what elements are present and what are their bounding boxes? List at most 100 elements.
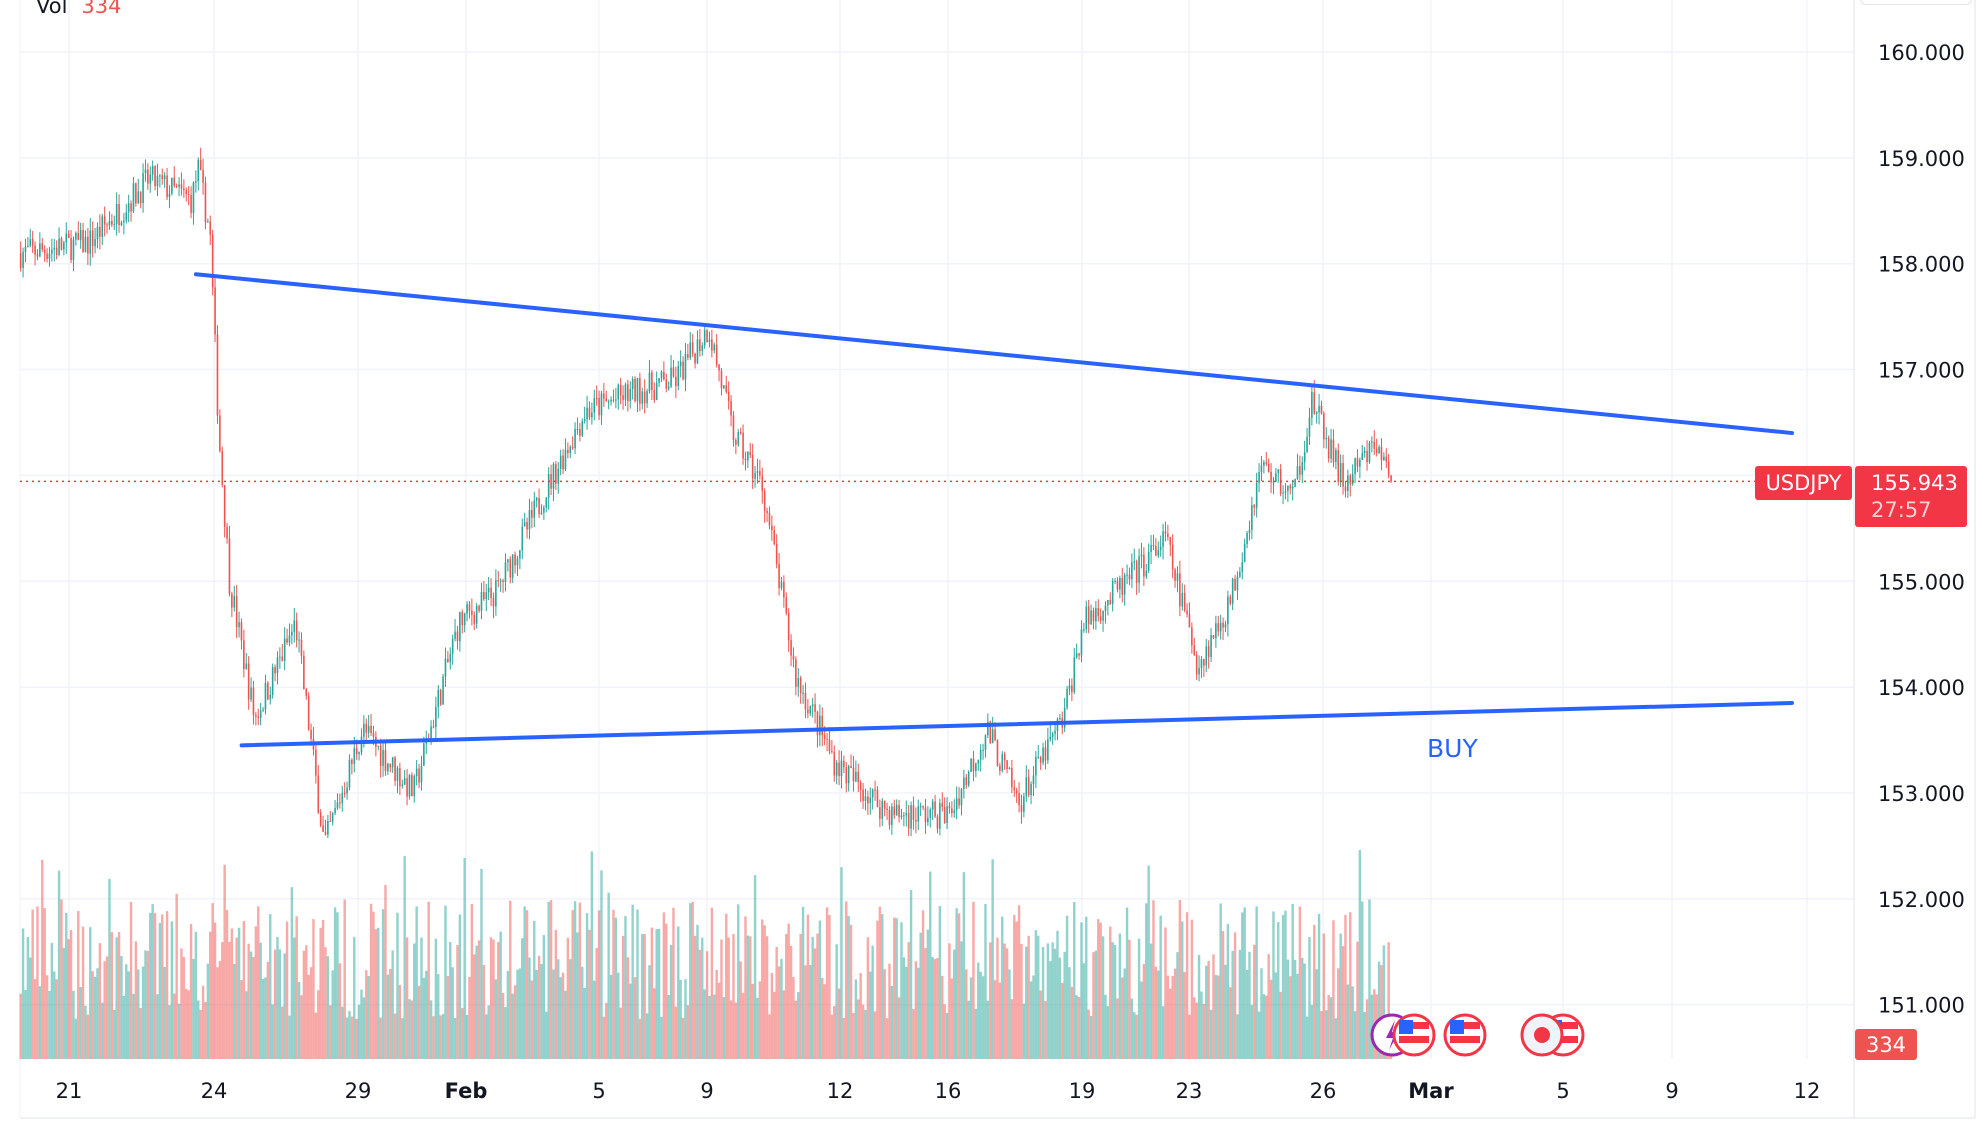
volume-bar: [329, 1005, 332, 1059]
volume-bar: [259, 942, 262, 1059]
candle-body: [1308, 417, 1311, 437]
candle-body: [771, 525, 773, 531]
candle-body: [1371, 441, 1373, 443]
volume-bar: [1085, 916, 1088, 1059]
volume-bar: [120, 956, 123, 1059]
candle-body: [34, 245, 36, 255]
candle-body: [615, 399, 617, 401]
volume-bar: [1094, 950, 1098, 1059]
volume-bar: [938, 906, 942, 1059]
candle-body: [1375, 448, 1378, 453]
volume-bar: [902, 957, 906, 1059]
candle-body: [1246, 533, 1248, 545]
candle-body: [816, 711, 819, 736]
candle-body: [1243, 544, 1246, 563]
candle-body: [1157, 550, 1160, 556]
volume-bar: [1130, 998, 1134, 1059]
volume-bar: [751, 983, 754, 1059]
candle-body: [499, 580, 502, 582]
volume-bar: [45, 975, 49, 1059]
volume-bar: [151, 904, 154, 1059]
candle-body: [1260, 465, 1263, 473]
date-tick-label: 21: [56, 1079, 83, 1103]
candle-body: [1102, 610, 1104, 621]
volume-bar: [31, 909, 34, 1059]
candle-body: [519, 550, 521, 559]
volume-bar: [168, 1005, 171, 1059]
volume-bar: [768, 1014, 771, 1059]
volume-bar: [1332, 920, 1335, 1059]
volume-bar: [1243, 907, 1246, 1059]
volume-bar: [943, 1004, 946, 1059]
candle-body: [509, 559, 512, 578]
volume-bar: [713, 994, 716, 1059]
candle-body: [401, 784, 404, 787]
candle-body: [1253, 505, 1256, 508]
candle-body: [163, 175, 166, 180]
candle-body: [418, 768, 420, 783]
volume-bar: [187, 990, 190, 1059]
volume-bar: [1171, 976, 1174, 1059]
volume-bar: [149, 912, 152, 1059]
candle-body: [687, 354, 689, 358]
candle-body: [989, 721, 992, 743]
candle-body: [1356, 458, 1359, 467]
candle-body: [538, 498, 540, 515]
candle-body: [113, 223, 116, 225]
volume-bar: [1008, 969, 1011, 1059]
candle-body: [238, 622, 240, 628]
candle-body: [672, 367, 675, 377]
volume-bar: [1125, 907, 1129, 1059]
candle-body: [231, 593, 233, 608]
candle-body: [768, 512, 771, 526]
volume-bar: [581, 966, 584, 1059]
candle-body: [627, 384, 629, 402]
scale-button[interactable]: [1860, 0, 1972, 5]
volume-bar: [1334, 1018, 1338, 1059]
volume-bar: [506, 970, 510, 1059]
candle-body: [691, 342, 694, 354]
candle-body: [948, 806, 951, 809]
time-axis[interactable]: 21 24 29 Feb 5 9 12 16 19 23 26 Mar 5 9 12: [56, 1079, 1821, 1103]
volume-bar: [1001, 916, 1004, 1059]
candle-body: [1301, 462, 1304, 475]
candle-body: [1363, 450, 1366, 453]
candle-body: [1306, 436, 1308, 453]
volume-bar: [441, 1014, 445, 1059]
candle-body: [579, 429, 581, 436]
volume-bar: [1073, 901, 1076, 1059]
candle-body: [495, 580, 497, 607]
volume-bar: [989, 942, 992, 1059]
candle-body: [257, 716, 260, 719]
volume-bar: [141, 966, 145, 1059]
candle-body: [1063, 707, 1066, 728]
volume-bar: [926, 929, 930, 1059]
volume-bar: [849, 924, 853, 1059]
volume-bar: [1322, 933, 1326, 1059]
volume-bar: [746, 935, 750, 1059]
candle-body: [814, 704, 816, 712]
volume-bar: [132, 993, 135, 1059]
volume-bar: [1077, 996, 1081, 1059]
price-axis[interactable]: 160.000 159.000 158.000 157.000 155.000 154.0…: [1878, 41, 1965, 1018]
volume-bar: [825, 907, 829, 1059]
candle-body: [339, 802, 341, 804]
volume-bar: [1325, 1010, 1328, 1059]
volume-bar: [108, 878, 111, 1059]
volume-bar: [1358, 850, 1362, 1059]
candle-body: [269, 694, 272, 700]
candle-body: [658, 378, 660, 383]
trendlines[interactable]: [193, 272, 1794, 748]
volume-bar: [617, 972, 620, 1059]
volume-bar: [1140, 981, 1143, 1059]
economic-events[interactable]: [1370, 1013, 1585, 1057]
volume-bar: [852, 1012, 855, 1059]
candle-body: [936, 816, 939, 829]
volume-bar: [588, 929, 591, 1059]
candle-body: [898, 804, 900, 818]
volume-bar: [494, 979, 498, 1059]
volume-bar: [353, 937, 356, 1059]
volume-bar: [427, 901, 430, 1059]
buy-annotation[interactable]: BUY: [1427, 734, 1478, 763]
